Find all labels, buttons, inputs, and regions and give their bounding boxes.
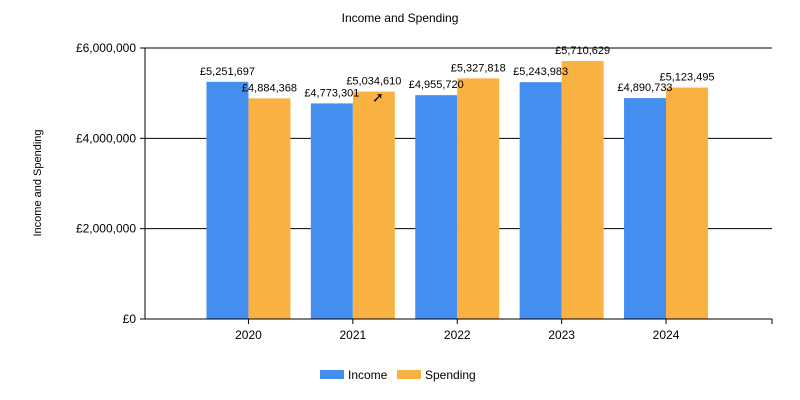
y-tick-label: £2,000,000 <box>76 222 136 236</box>
data-label-spending-2020: £4,884,368 <box>242 82 297 94</box>
legend[interactable]: Income Spending <box>320 368 476 382</box>
bar-income-2023[interactable] <box>519 82 562 320</box>
x-tick-label: 2023 <box>548 328 575 342</box>
x-tick-label: 2020 <box>235 328 262 342</box>
data-label-income-2023: £5,243,983 <box>513 66 568 78</box>
chart-title: Income and Spending <box>342 11 459 25</box>
bar-spending-2024[interactable] <box>666 87 709 319</box>
x-tick-label: 2022 <box>444 328 471 342</box>
y-tick-label: £4,000,000 <box>76 131 136 145</box>
x-tick-label: 2021 <box>339 328 366 342</box>
data-label-income-2020: £5,251,697 <box>200 66 255 78</box>
legend-swatch-income[interactable] <box>320 370 344 379</box>
bar-income-2022[interactable] <box>415 95 458 319</box>
bar-income-2024[interactable] <box>624 98 667 319</box>
data-label-income-2022: £4,955,720 <box>409 79 464 91</box>
legend-swatch-spending[interactable] <box>397 370 421 379</box>
bars-layer <box>206 61 709 320</box>
data-label-spending-2023: £5,710,629 <box>555 45 610 57</box>
data-label-spending-2024: £5,123,495 <box>660 72 715 84</box>
axes-layer: £0 £2,000,000 £4,000,000 £6,000,000 2020 2021… <box>76 41 773 342</box>
data-label-spending-2021: £5,034,610 <box>346 76 401 88</box>
data-label-income-2024: £4,890,733 <box>618 82 673 94</box>
y-tick-label: £0 <box>123 312 137 326</box>
bar-income-2020[interactable] <box>206 81 249 319</box>
x-tick-label: 2024 <box>653 328 680 342</box>
y-tick-label: £6,000,000 <box>76 41 136 55</box>
bar-income-2021[interactable] <box>310 103 353 319</box>
legend-label-spending[interactable]: Spending <box>425 368 476 382</box>
bar-spending-2023[interactable] <box>561 61 604 320</box>
data-label-income-2021: £4,773,301 <box>304 87 359 99</box>
bar-spending-2020[interactable] <box>248 98 291 320</box>
y-axis-title: Income and Spending <box>32 129 44 236</box>
legend-label-income[interactable]: Income <box>348 368 388 382</box>
labels-layer: £5,251,697 £4,884,368 £4,773,301£5,034,610… <box>200 45 715 99</box>
bar-spending-2022[interactable] <box>457 78 500 319</box>
data-label-spending-2022: £5,327,818 <box>451 62 506 74</box>
bar-spending-2021[interactable] <box>352 91 395 319</box>
